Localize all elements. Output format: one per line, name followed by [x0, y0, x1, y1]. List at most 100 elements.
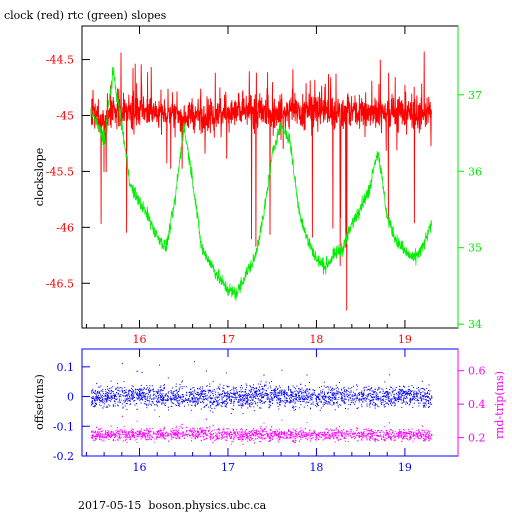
series-offset-point	[140, 385, 142, 386]
series-offset-point	[108, 404, 110, 406]
series-rnd-trip-point	[419, 438, 421, 440]
series-rnd-trip-point	[417, 436, 419, 438]
series-rnd-trip-point	[354, 438, 356, 440]
series-rnd-trip-point	[308, 432, 310, 434]
series-offset-point	[420, 400, 422, 402]
series-offset-point	[176, 393, 178, 395]
series-offset-point	[94, 401, 96, 403]
series-rnd-trip-point	[403, 435, 405, 437]
series-offset-point	[247, 394, 248, 396]
series-offset-point	[139, 400, 141, 402]
series-offset-point	[309, 382, 311, 383]
series-offset-point	[428, 399, 430, 401]
series-rnd-trip-point	[209, 436, 211, 438]
series-offset-point	[309, 395, 311, 397]
series-offset-point	[251, 394, 253, 396]
series-rnd-trip-point	[242, 434, 244, 436]
series-offset-point	[220, 402, 222, 403]
series-offset-point	[422, 396, 424, 398]
series-offset-point	[96, 396, 98, 398]
series-offset-point	[371, 393, 373, 395]
series-offset-point	[337, 393, 339, 395]
series-offset-point	[302, 401, 304, 402]
series-rnd-trip-point	[398, 430, 400, 432]
series-rnd-trip-point	[115, 430, 117, 432]
series-rnd-trip-point	[394, 439, 396, 441]
series-offset-point	[114, 395, 116, 397]
y-tick-label: -45	[56, 109, 74, 122]
series-offset-point	[129, 389, 131, 391]
series-offset-point	[179, 384, 181, 385]
series-rnd-trip-point	[175, 425, 177, 427]
series-offset-point	[103, 400, 105, 402]
series-offset-point	[333, 394, 335, 396]
series-rnd-trip-point	[244, 436, 246, 438]
series-offset-point	[243, 398, 245, 400]
series-offset-point	[162, 400, 164, 402]
series-rnd-trip-point	[323, 438, 325, 440]
series-offset-point	[161, 401, 163, 403]
series-rnd-trip-point	[185, 434, 187, 436]
series-rnd-trip-point	[231, 437, 233, 439]
series-offset-point	[159, 393, 161, 395]
series-offset-point	[142, 396, 144, 398]
series-offset-point	[129, 399, 131, 401]
series-offset-point	[244, 391, 246, 393]
series-offset-point	[424, 392, 426, 394]
series-rnd-trip-point	[368, 428, 370, 430]
series-offset-point	[234, 393, 236, 395]
series-offset-point	[99, 386, 101, 388]
series-offset-point	[323, 385, 325, 387]
series-rnd-trip-point	[201, 434, 203, 436]
series-offset-point	[323, 401, 325, 403]
series-rnd-trip-point	[247, 440, 249, 442]
series-rnd-trip-point	[265, 437, 267, 439]
series-offset-point	[361, 394, 363, 395]
series-offset-point	[308, 395, 310, 397]
series-offset-point	[148, 390, 150, 392]
series-offset-point	[352, 391, 354, 393]
series-offset-point	[277, 399, 279, 401]
series-rnd-trip-point	[218, 428, 220, 430]
series-offset-point	[152, 402, 154, 404]
series-rnd-trip-point	[159, 431, 161, 432]
series-rnd-trip-point	[413, 433, 414, 435]
series-rnd-trip-point	[418, 431, 420, 433]
series-rnd-trip-point	[274, 432, 276, 434]
series-offset-point	[101, 401, 103, 402]
series-offset-point	[247, 401, 249, 403]
series-rnd-trip-point	[175, 427, 177, 429]
series-offset-point	[138, 388, 140, 390]
series-offset-point	[309, 399, 311, 401]
series-offset-point	[176, 397, 178, 398]
series-offset-point	[216, 400, 218, 402]
series-rnd-trip-point	[314, 439, 316, 441]
series-offset-point	[140, 388, 141, 390]
series-offset-point	[93, 406, 95, 408]
series-offset-point	[179, 395, 181, 397]
series-rnd-trip-point	[361, 434, 363, 435]
series-offset-point	[331, 393, 333, 395]
series-rnd-trip-point	[253, 442, 255, 444]
series-offset-point	[331, 394, 333, 396]
series-rnd-trip-point	[385, 434, 387, 436]
series-rnd-trip-point	[269, 436, 271, 438]
series-rnd-trip-point	[416, 434, 418, 436]
series-rnd-trip-point	[276, 438, 278, 440]
series-rnd-trip-point	[131, 432, 133, 434]
series-offset-point	[198, 398, 200, 400]
series-offset-point	[164, 404, 166, 406]
series-offset-point	[242, 397, 244, 398]
series-offset-point	[389, 392, 391, 394]
series-offset-point	[315, 397, 317, 399]
series-offset-point	[96, 398, 98, 400]
series-rnd-trip-point	[343, 437, 345, 439]
series-offset-point	[96, 392, 98, 394]
series-rnd-trip-point	[93, 435, 95, 437]
series-offset-point	[206, 385, 208, 387]
series-offset-point	[112, 404, 114, 406]
series-rnd-trip-point	[259, 433, 261, 435]
series-offset-point	[351, 401, 353, 403]
series-rnd-trip-point	[283, 430, 285, 432]
series-rnd-trip-point	[327, 438, 329, 440]
